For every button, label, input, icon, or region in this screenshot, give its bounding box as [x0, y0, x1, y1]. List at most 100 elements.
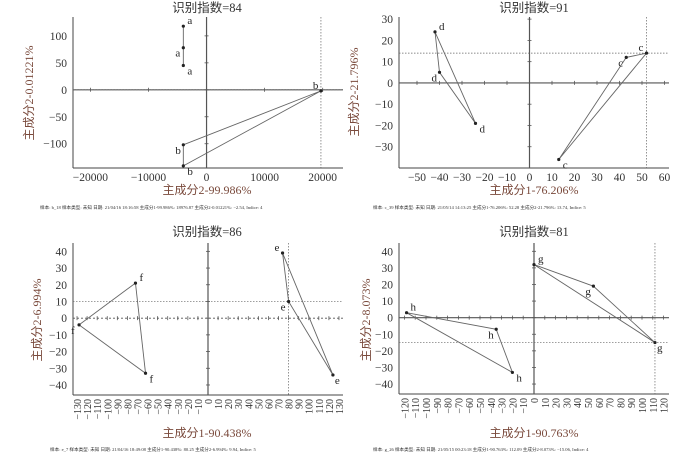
point-label: d [439, 21, 445, 33]
group-outline-f [78, 282, 147, 375]
x-tick-label: −130 [73, 399, 84, 420]
x-tick-label: 50 [254, 399, 265, 409]
x-tick-label: −10 [519, 398, 530, 414]
y-tick-label: −100 [43, 139, 67, 151]
data-point-h [494, 327, 498, 331]
x-tick-label: −50 [408, 172, 426, 184]
x-tick-label: −30 [498, 398, 509, 414]
group-outline-b [182, 90, 322, 167]
data-point-c [644, 51, 649, 55]
x-tick-label: 130 [335, 399, 346, 414]
x-tick-label: 0 [204, 172, 210, 184]
chart-title: 识别指数=86 [172, 224, 242, 239]
point-label: h [488, 329, 494, 341]
x-tick-label: −120 [400, 398, 411, 419]
x-tick-label: 0 [204, 399, 215, 404]
x-tick-label: −110 [93, 399, 104, 419]
x-tick-label: 120 [325, 399, 336, 414]
y-tick-label: −20 [375, 120, 393, 132]
x-tick-label: 70 [606, 398, 617, 408]
x-tick-label: 30 [562, 398, 573, 408]
y-axis-label: 主成分2-8.073% [359, 279, 373, 362]
chart-4: 识别指数=81 主成分1-90.763% 主成分2-8.073% 样本: g_2… [359, 224, 671, 453]
point-label: e [275, 242, 280, 254]
y-tick-label: −40 [375, 379, 393, 391]
chart-footer: 样本: g_26 样本类型: 未知 日期: 21/05/15 00:23:18 … [373, 446, 589, 453]
y-tick-label: −30 [375, 142, 393, 154]
y-tick-label: −30 [375, 362, 393, 374]
x-tick-label: 10 [541, 398, 552, 408]
point-label: g [585, 286, 591, 298]
x-tick-label: 70 [275, 399, 286, 409]
point-label: g [657, 343, 663, 355]
y-tick-label: 40 [56, 246, 68, 258]
point-label: b [313, 80, 319, 92]
data-point-a [181, 46, 185, 50]
point-label: h [516, 372, 522, 384]
x-tick-label: 90 [627, 398, 638, 408]
data-point-b [181, 143, 185, 147]
x-tick-label: −80 [123, 399, 134, 415]
y-tick-label: −50 [49, 112, 67, 124]
x-tick-label: −20 [508, 398, 519, 414]
x-tick-label: 60 [659, 172, 671, 184]
point-label: b [187, 166, 193, 178]
x-tick-label: 80 [285, 399, 296, 409]
y-tick-label: 40 [382, 246, 394, 258]
data-point-e [280, 251, 285, 255]
point-label: a [175, 48, 180, 60]
x-tick-label: −40 [431, 172, 449, 184]
y-tick-label: 100 [50, 31, 68, 43]
x-tick-label: −70 [454, 398, 465, 414]
y-tick-label: 20 [382, 279, 394, 291]
data-point-g [532, 262, 536, 267]
x-tick-label: 40 [573, 398, 584, 408]
point-label: c [618, 57, 623, 69]
y-tick-label: 10 [382, 57, 394, 69]
data-point-g [653, 340, 657, 345]
point-label: c [563, 159, 568, 171]
y-tick-label: 30 [382, 14, 394, 26]
data-point-a [181, 63, 185, 68]
x-tick-label: 100 [305, 399, 316, 414]
x-tick-label: 10 [214, 399, 225, 409]
data-point-f [77, 323, 81, 327]
x-tick-label: −100 [103, 399, 114, 420]
point-label: a [187, 15, 192, 27]
x-tick-label: 120 [660, 398, 671, 413]
y-tick-label: 50 [56, 58, 68, 70]
y-tick-label: 10 [382, 296, 394, 308]
x-tick-label: 20 [552, 398, 563, 408]
x-tick-label: −10 [194, 399, 205, 415]
x-tick-label: −100 [422, 398, 433, 419]
point-label: c [639, 42, 644, 54]
point-label: f [71, 325, 75, 337]
x-tick-label: −10000 [131, 172, 166, 184]
chart-title: 识别指数=84 [172, 0, 242, 15]
x-tick-label: −90 [433, 398, 444, 414]
x-tick-label: 60 [264, 399, 275, 409]
x-tick-label: −30 [453, 172, 471, 184]
y-tick-label: −30 [49, 363, 67, 375]
y-tick-label: 0 [387, 313, 393, 325]
x-tick-label: 10000 [250, 172, 279, 184]
chart-title: 识别指数=81 [499, 224, 569, 239]
y-tick-label: −20 [49, 347, 67, 359]
y-tick-label: 0 [61, 85, 67, 97]
x-axis-label: 主成分1-90.763% [490, 426, 579, 440]
y-axis-label: 主成分2-21.796% [347, 48, 361, 137]
data-point-f [133, 281, 138, 285]
x-tick-label: −20 [184, 399, 195, 415]
x-tick-label: −70 [133, 399, 144, 415]
data-point-d [473, 121, 478, 125]
x-tick-label: 10 [546, 172, 558, 184]
x-axis-label: 主成分1-76.206% [490, 183, 579, 197]
group-outline-g [533, 264, 656, 343]
chart-footer: 样本: c_39 样本类型: 未知 日期: 21/05/14 14:13:25 … [373, 204, 586, 211]
data-point-h [510, 370, 514, 375]
x-tick-label: 20000 [308, 172, 337, 184]
point-label: e [281, 301, 286, 313]
x-tick-label: −50 [154, 399, 165, 415]
x-tick-label: −110 [411, 398, 422, 418]
